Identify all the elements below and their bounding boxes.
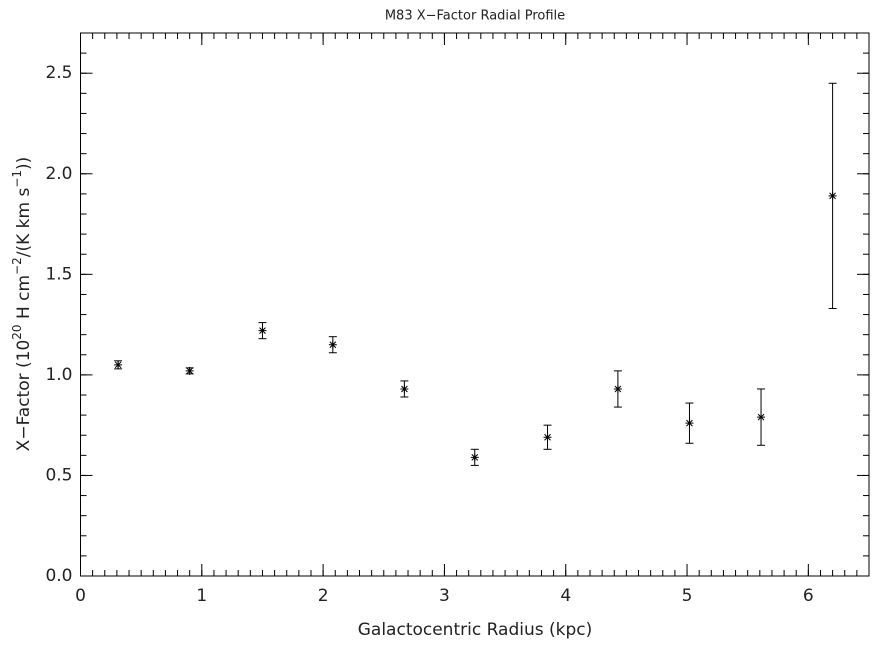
- y-axis-label-part: X−Factor (10: [14, 340, 34, 452]
- y-axis-label-part: −1: [10, 170, 24, 188]
- x-tick-label: 1: [196, 586, 207, 606]
- x-tick-label: 6: [803, 586, 814, 606]
- x-tick-label: 4: [560, 586, 571, 606]
- y-axis-label-part: 20: [10, 324, 24, 339]
- y-tick-label: 0.5: [45, 465, 72, 485]
- y-tick-label: 2.0: [45, 164, 72, 184]
- point: [470, 453, 479, 462]
- point: [685, 419, 694, 428]
- point: [185, 366, 194, 375]
- x-tick-label: 2: [318, 586, 329, 606]
- point: [258, 326, 267, 335]
- point: [114, 360, 123, 369]
- y-tick-label: 1.0: [45, 365, 72, 385]
- point: [757, 413, 766, 422]
- point: [828, 191, 837, 200]
- chart-title: M83 X−Factor Radial Profile: [385, 9, 565, 24]
- y-axis-label-part: H cm: [14, 275, 34, 325]
- point: [400, 384, 409, 393]
- x-tick-label: 3: [439, 586, 450, 606]
- y-axis-label-part: −2: [10, 257, 24, 275]
- point: [543, 433, 552, 442]
- x-axis-label: Galactocentric Radius (kpc): [358, 620, 593, 640]
- y-axis-label-part: /(K km s: [14, 188, 34, 258]
- point: [613, 384, 622, 393]
- y-axis-label-part: )): [14, 157, 34, 170]
- y-axis-label: X−Factor (1020 H cm−2/(K km s−1)): [10, 157, 35, 452]
- point: [328, 340, 337, 349]
- plot-frame: [80, 32, 870, 577]
- y-tick-label: 2.5: [45, 63, 72, 83]
- y-tick-label: 1.5: [45, 264, 72, 284]
- x-tick-label: 5: [682, 586, 693, 606]
- x-tick-label: 0: [75, 586, 86, 606]
- y-tick-label: 0.0: [45, 566, 72, 586]
